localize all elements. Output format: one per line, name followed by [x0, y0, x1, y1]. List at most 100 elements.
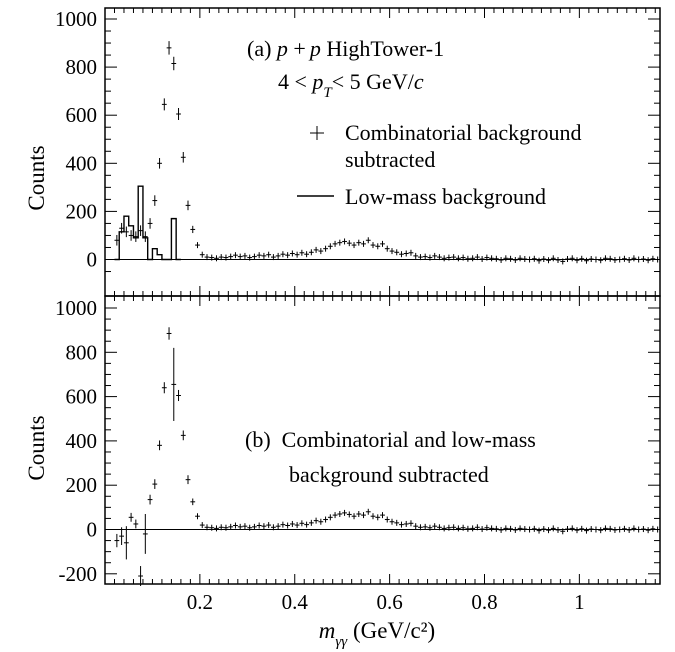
data-point — [603, 525, 608, 532]
data-point — [256, 252, 262, 259]
data-point — [489, 255, 495, 262]
data-point — [190, 498, 196, 506]
data-point — [304, 251, 310, 258]
data-point — [579, 255, 585, 262]
data-point — [617, 256, 623, 263]
data-point — [446, 524, 452, 531]
data-point — [361, 512, 366, 519]
data-point — [441, 255, 447, 262]
data-point — [403, 520, 409, 527]
data-point — [270, 254, 276, 261]
panel-b-frame — [104, 295, 661, 585]
legend-label-combinatorial: Combinatorial background — [345, 120, 581, 145]
data-point — [209, 254, 215, 261]
data-point — [346, 240, 352, 247]
data-point — [607, 255, 613, 262]
data-point — [233, 252, 238, 259]
data-point — [275, 523, 281, 530]
data-point — [541, 256, 547, 263]
data-point — [432, 252, 438, 259]
data-point — [474, 254, 480, 261]
data-point — [176, 389, 181, 402]
panel-a: 0 200 400 600 800 1000 Counts (a) p + p HighTo… — [24, 7, 661, 297]
data-point — [261, 523, 267, 530]
data-point — [270, 524, 276, 531]
data-point — [394, 519, 400, 526]
data-point — [166, 41, 172, 55]
data-point — [598, 527, 604, 534]
data-point — [209, 524, 215, 531]
data-point — [617, 526, 623, 533]
data-point — [584, 257, 589, 264]
data-point — [546, 527, 551, 534]
data-point — [399, 251, 404, 258]
data-point — [289, 520, 295, 527]
data-point — [299, 249, 305, 256]
y-tick-label: 800 — [66, 55, 98, 79]
data-point — [645, 527, 651, 534]
data-point — [408, 520, 414, 527]
y-tick-label: 400 — [66, 151, 98, 175]
data-point — [470, 255, 476, 262]
data-point — [185, 475, 191, 485]
data-point — [199, 251, 205, 258]
data-point — [214, 525, 219, 532]
low-mass-histogram — [114, 185, 181, 261]
y-tick-label: 0 — [87, 248, 98, 272]
x-tick-label: 0.4 — [282, 590, 309, 614]
data-point — [237, 253, 243, 260]
data-point — [233, 522, 238, 529]
data-point — [294, 251, 300, 258]
data-point — [622, 255, 627, 262]
data-point — [455, 255, 461, 262]
data-point — [418, 524, 423, 531]
data-point — [550, 255, 556, 262]
data-point — [588, 526, 594, 533]
data-point — [498, 256, 504, 263]
data-point — [308, 519, 314, 526]
data-point — [199, 522, 205, 529]
data-point — [465, 525, 471, 532]
data-point — [214, 255, 219, 262]
data-point — [123, 226, 129, 238]
data-point — [365, 508, 371, 515]
data-point — [351, 513, 357, 520]
data-point — [517, 525, 523, 532]
data-point — [574, 527, 580, 534]
panel-a-annotation: (a) p + p HighTower-1 4 < pT< 5 GeV/c — [247, 36, 444, 101]
data-point — [451, 254, 457, 261]
y-tick-label: 600 — [66, 385, 98, 409]
data-point — [195, 513, 200, 520]
data-point — [308, 249, 314, 256]
data-point — [427, 254, 433, 261]
data-point — [195, 242, 200, 249]
panel-b-annotation-line1: (b) Combinatorial and low-mass — [245, 427, 536, 452]
data-point — [598, 257, 604, 264]
data-point — [176, 107, 181, 121]
data-point — [185, 200, 191, 211]
data-point — [361, 240, 366, 247]
data-point — [403, 250, 409, 257]
data-point — [399, 521, 404, 528]
data-point — [422, 253, 428, 260]
panel-b-ticks — [105, 296, 660, 584]
data-point — [204, 524, 210, 531]
data-point — [323, 516, 328, 523]
data-point — [114, 234, 120, 246]
data-point — [123, 526, 129, 560]
data-point — [152, 195, 158, 206]
data-point — [128, 230, 134, 241]
data-point — [484, 524, 490, 531]
data-point — [631, 255, 637, 262]
data-point — [527, 256, 532, 263]
data-point — [318, 248, 324, 255]
data-point — [157, 440, 162, 451]
panel-a-points — [114, 41, 661, 265]
data-point — [479, 256, 485, 263]
y-tick-label: 400 — [66, 429, 98, 453]
data-point — [422, 523, 428, 530]
data-point — [313, 517, 319, 524]
data-point — [593, 256, 599, 263]
data-point — [489, 525, 495, 532]
data-point — [294, 522, 300, 529]
